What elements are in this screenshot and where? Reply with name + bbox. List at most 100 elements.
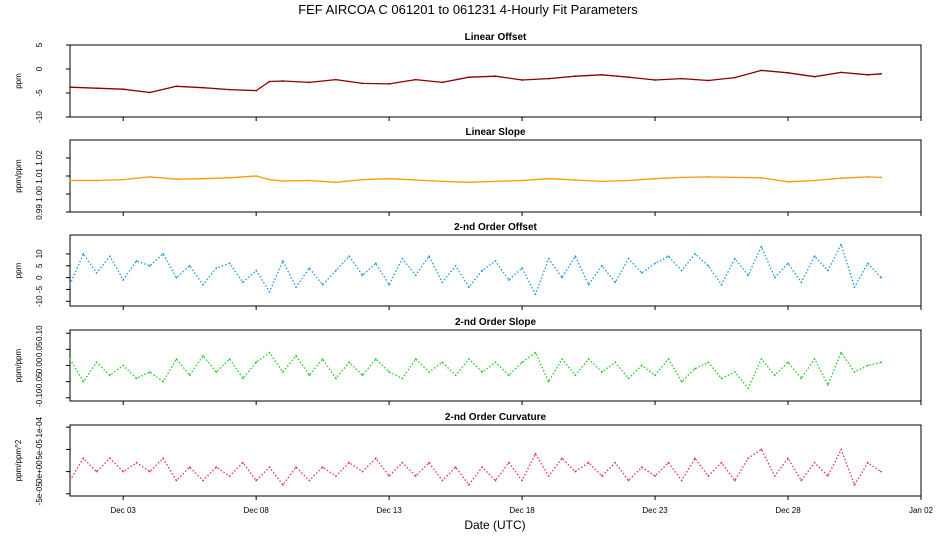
data-point — [494, 479, 497, 482]
data-point — [481, 269, 484, 272]
data-point — [534, 293, 537, 296]
data-point — [388, 177, 390, 180]
x-tick-label: Dec 08 — [243, 506, 269, 515]
data-point — [148, 371, 151, 373]
data-point — [574, 470, 577, 473]
data-point — [561, 276, 563, 279]
data-point — [414, 358, 417, 360]
data-point — [733, 76, 736, 79]
data-point — [747, 274, 749, 277]
data-point — [760, 245, 763, 248]
data-point — [308, 479, 311, 482]
data-point — [627, 479, 630, 482]
y-tick-label: -5 — [35, 89, 44, 97]
data-point — [494, 75, 497, 78]
data-point — [720, 377, 723, 380]
data-point — [507, 279, 510, 281]
data-point — [787, 262, 789, 265]
data-point — [813, 75, 816, 78]
data-point — [374, 358, 377, 360]
data-point — [348, 255, 351, 258]
data-point — [827, 269, 829, 272]
x-tick-label: Dec 03 — [111, 506, 137, 515]
data-point — [853, 371, 856, 373]
data-point — [601, 475, 603, 477]
data-point — [441, 281, 444, 284]
data-point — [521, 179, 523, 182]
data-point — [135, 260, 138, 262]
data-point — [82, 253, 85, 255]
data-point — [202, 177, 204, 180]
data-point — [441, 81, 444, 84]
data-point — [521, 79, 523, 81]
data-point — [720, 461, 723, 464]
data-point — [335, 269, 337, 272]
data-point — [534, 351, 537, 354]
data-point — [335, 475, 337, 477]
data-point — [454, 466, 457, 469]
data-point — [175, 276, 178, 279]
data-point — [308, 267, 311, 269]
data-point — [680, 77, 683, 80]
data-point — [109, 374, 111, 377]
data-point — [547, 475, 550, 477]
data-point — [787, 71, 789, 74]
data-point — [760, 176, 763, 179]
data-point — [680, 479, 683, 482]
data-point — [268, 351, 271, 354]
panel-title: 2-nd Order Offset — [454, 222, 537, 233]
data-point — [95, 470, 98, 473]
y-tick-label: -5e-05 — [35, 482, 44, 506]
y-tick-label: 0.00 — [35, 357, 44, 373]
data-point — [428, 371, 430, 373]
data-point — [773, 475, 776, 477]
data-point — [707, 79, 710, 82]
data-point — [454, 264, 457, 267]
data-point — [82, 380, 85, 383]
data-point — [295, 354, 297, 357]
data-point — [361, 82, 364, 85]
x-tick-label: Dec 28 — [775, 506, 801, 515]
data-point — [135, 377, 138, 380]
panel-3: 2-nd Order Offset ppm 10 5 0 -5 -10 — [14, 222, 922, 310]
panel-1: Linear Offset ppm 5 0 -5 -10 — [14, 32, 922, 123]
y-tick-label: 1.01 — [35, 168, 44, 184]
data-point — [694, 253, 696, 255]
y-tick-label: 1.02 — [35, 150, 44, 166]
data-point — [507, 374, 510, 377]
data-point — [122, 88, 125, 91]
panel-4: 2-nd Order Slope ppm/ppm 0.100.050.00-0.05… — [14, 317, 922, 407]
data-point — [773, 276, 776, 279]
plot-frame — [69, 234, 922, 307]
data-point — [694, 367, 696, 370]
y-tick-label: 0.05 — [35, 341, 44, 357]
data-point — [481, 466, 484, 469]
data-point — [374, 262, 377, 265]
data-point — [601, 180, 603, 183]
data-point — [428, 461, 430, 464]
data-point — [880, 176, 882, 179]
data-point — [69, 358, 71, 360]
data-point — [335, 78, 337, 81]
data-point — [215, 267, 218, 269]
data-point — [840, 177, 843, 180]
data-point — [69, 86, 71, 89]
data-point — [228, 262, 231, 265]
data-point — [109, 255, 111, 258]
data-point — [507, 461, 510, 464]
data-point — [414, 78, 417, 81]
data-point — [281, 484, 284, 486]
y-axis-label: ppm/ppm — [14, 159, 23, 193]
y-tick-label: 1.00 — [35, 186, 44, 202]
data-point — [787, 361, 789, 364]
y-tick-label: 0 — [35, 275, 44, 280]
data-point — [468, 286, 470, 288]
data-point — [627, 257, 630, 260]
data-point — [122, 364, 125, 367]
data-point — [162, 457, 165, 460]
y-tick-label: -0.10 — [35, 388, 44, 407]
data-point — [747, 457, 749, 460]
data-point — [627, 377, 630, 380]
data-point — [202, 283, 204, 286]
y-tick-label: 0.99 — [35, 204, 44, 220]
